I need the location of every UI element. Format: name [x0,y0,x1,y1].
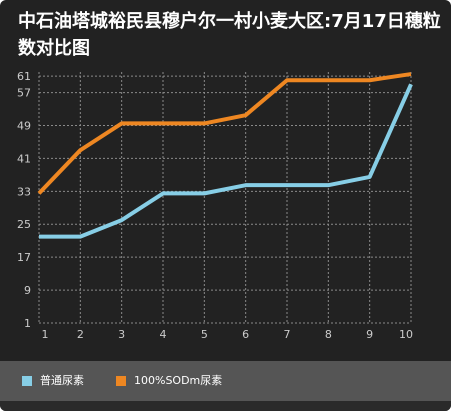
legend-label-series-2: 100%SODm尿素 [134,374,223,387]
line-chart: 1 9 17 25 33 41 49 57 61 1 2 3 4 5 6 7 8 9 10 [17,70,414,341]
legend-label-series-1: 普通尿素 [40,374,84,387]
x-tick-label: 4 [160,328,167,341]
x-tick-label: 3 [118,328,125,341]
x-axis-tick-labels: 1 2 3 4 5 6 7 8 9 10 [42,328,414,341]
legend-swatch-series-1 [22,376,32,386]
footer-strip [0,401,451,411]
series-lines [37,72,413,239]
y-tick-label: 17 [17,251,31,264]
x-tick-label: 1 [42,328,49,341]
y-tick-label: 33 [17,185,31,198]
legend-item-series-1[interactable]: 普通尿素 [22,373,84,389]
series-line-2 [37,72,412,195]
y-tick-label: 25 [17,218,31,231]
legend-swatch-series-2 [116,376,126,386]
y-tick-label: 57 [17,87,31,100]
y-tick-label: 1 [24,317,31,330]
y-tick-label: 49 [17,119,31,132]
y-tick-label: 41 [17,152,31,165]
x-tick-label: 7 [284,328,291,341]
y-tick-label: 61 [17,70,31,83]
y-tick-label: 9 [24,284,31,297]
legend: 普通尿素 100%SODm尿素 [0,361,451,401]
series-line-1 [39,83,413,239]
x-tick-label: 9 [366,328,373,341]
legend-item-series-2[interactable]: 100%SODm尿素 [116,373,222,389]
x-tick-label: 5 [201,328,208,341]
x-tick-label: 6 [242,328,249,341]
y-axis-tick-labels: 1 9 17 25 33 41 49 57 61 [17,70,31,330]
grid-lines [38,72,412,324]
x-tick-label: 8 [325,328,332,341]
x-tick-label: 10 [399,328,413,341]
x-tick-label: 2 [77,328,84,341]
chart-title: 中石油塔城裕民县穆户尔一村小麦大区:7月17日穗粒数对比图 [18,11,441,59]
